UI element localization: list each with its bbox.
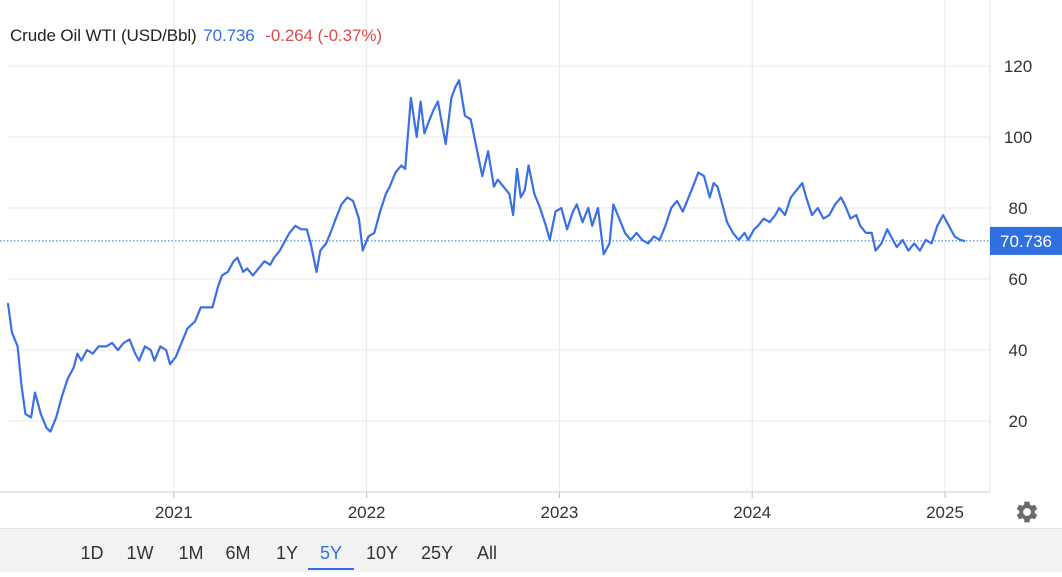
series-line[interactable] [6, 79, 966, 433]
y-tick-label: 20 [1009, 412, 1028, 431]
range-button-1d[interactable]: 1D [80, 543, 104, 563]
range-button-1w[interactable]: 1W [126, 543, 154, 563]
x-tick-label: 2024 [733, 503, 771, 522]
gear-icon[interactable] [1014, 499, 1040, 525]
y-tick-label: 120 [1004, 57, 1032, 76]
range-button-6m[interactable]: 6M [225, 543, 251, 563]
instrument-name: Crude Oil WTI (USD/Bbl) [10, 26, 197, 45]
range-button-5y[interactable]: 5Y [308, 529, 354, 570]
price-badge-bg [990, 226, 1062, 255]
x-tick-label: 2022 [348, 503, 386, 522]
chart-canvas[interactable]: 20 40 60 80 100 120 2021 2022 2023 2024 2025 70.736 [0, 0, 1062, 528]
y-tick-label: 60 [1009, 270, 1028, 289]
series-layer [0, 79, 990, 433]
y-tick-label: 80 [1009, 199, 1028, 218]
range-button-1y[interactable]: 1Y [275, 543, 299, 563]
last-price-badge: 70.736 [990, 226, 1062, 255]
range-toolbar: 1D 1W 1M 6M 1Y 5Y 10Y 25Y All [0, 528, 1062, 572]
y-tick-label: 100 [1004, 128, 1032, 147]
price-badge-text: 70.736 [1000, 232, 1052, 251]
x-tick-label: 2023 [540, 503, 578, 522]
gridlines [8, 0, 990, 492]
axes [0, 0, 991, 498]
axis-labels: 20 40 60 80 100 120 2021 2022 2023 2024 2025 70.736 [155, 57, 1062, 522]
x-tick-label: 2021 [155, 503, 193, 522]
x-tick-label: 2025 [926, 503, 964, 522]
range-button-1m[interactable]: 1M [178, 543, 204, 563]
price-chart[interactable]: 20 40 60 80 100 120 2021 2022 2023 2024 2025 70.736 [0, 0, 1062, 528]
range-button-all[interactable]: All [476, 543, 497, 563]
y-tick-label: 40 [1009, 341, 1028, 360]
current-price: 70.736 [203, 26, 255, 45]
price-change: -0.264 (-0.37%) [265, 26, 382, 45]
chart-legend: Crude Oil WTI (USD/Bbl) 70.736 -0.264 (-… [10, 26, 382, 46]
range-button-10y[interactable]: 10Y [365, 543, 399, 563]
range-button-25y[interactable]: 25Y [420, 543, 454, 563]
